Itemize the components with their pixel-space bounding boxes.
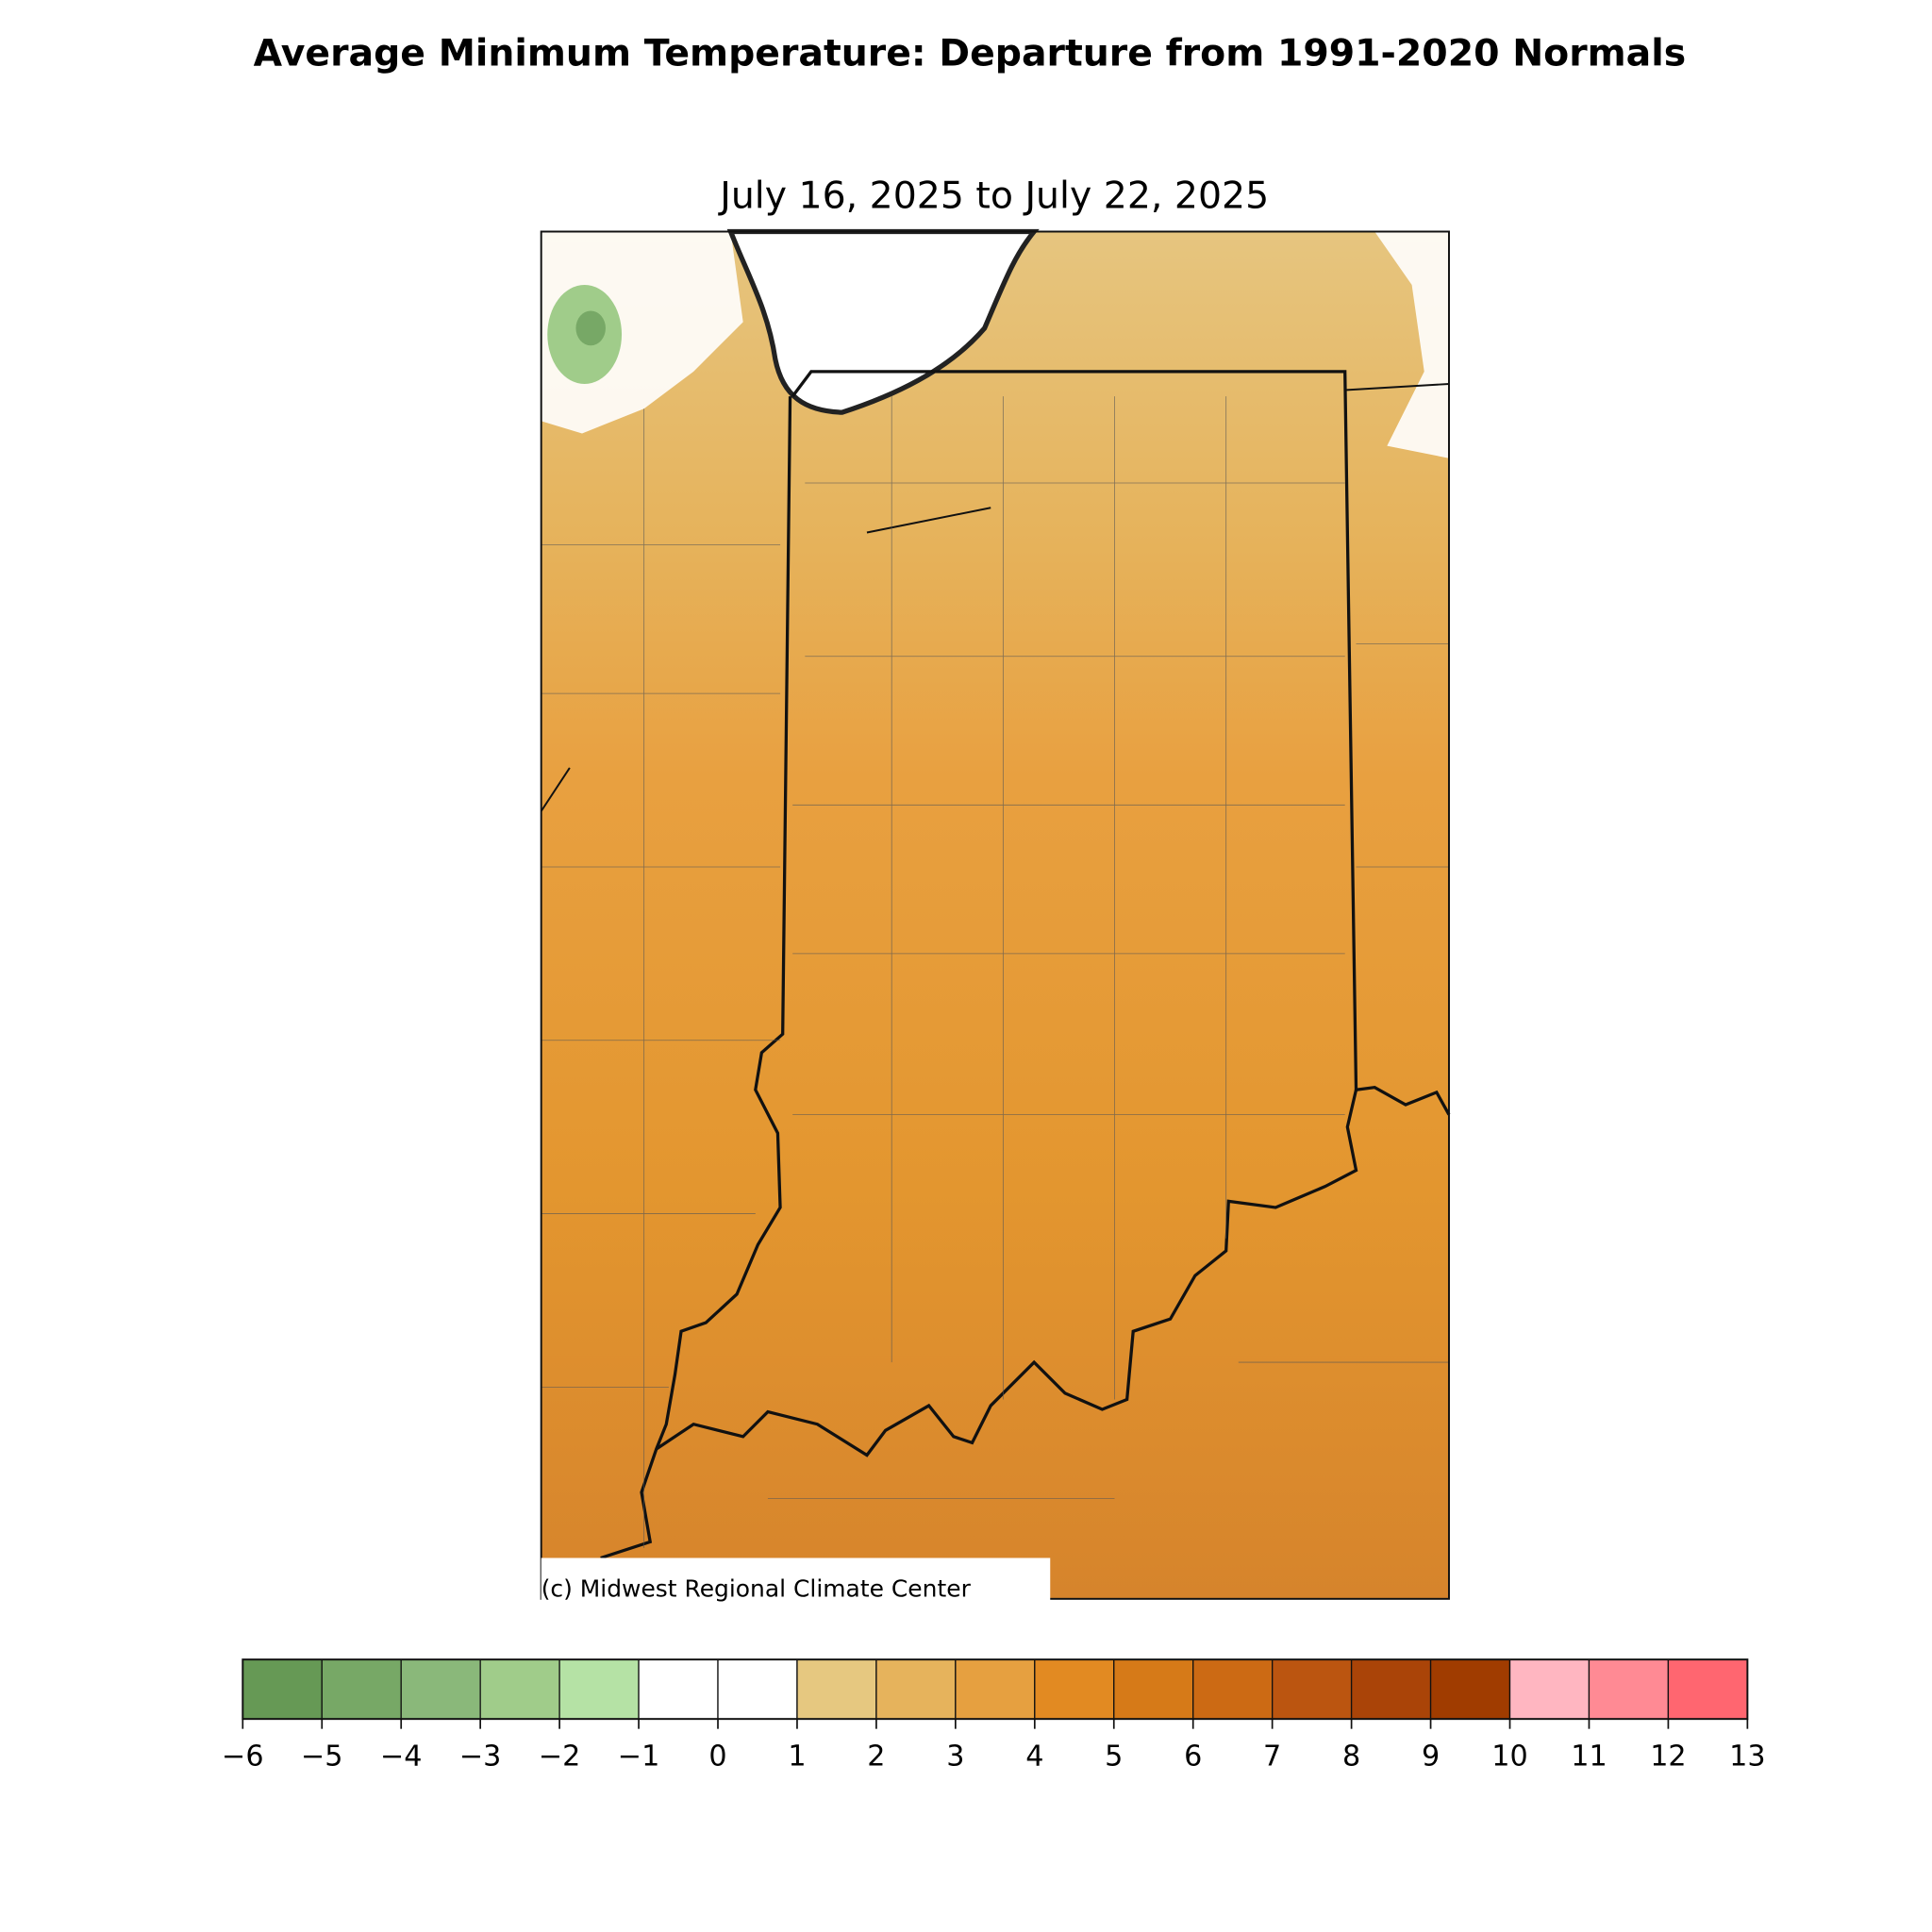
color-bin	[717, 1658, 798, 1720]
tick-label: 13	[1729, 1740, 1765, 1773]
temperature-field	[541, 231, 1449, 1599]
color-bin	[796, 1658, 877, 1720]
tick-label: −1	[618, 1740, 660, 1773]
map: (c) Midwest Regional Climate Center	[540, 228, 1451, 1603]
state-border	[600, 396, 792, 1560]
color-bin	[1588, 1658, 1670, 1720]
tick-label: 1	[788, 1740, 806, 1773]
county-lines	[541, 396, 1449, 1549]
subtitle: July 16, 2025 to July 22, 2025	[717, 175, 1269, 218]
color-bin	[558, 1658, 640, 1720]
figure: Average Minimum Temperature: Departure f…	[222, 32, 1766, 1774]
tick-label: 12	[1650, 1740, 1686, 1773]
credit-box	[541, 1557, 1051, 1601]
color-bin	[955, 1658, 1036, 1720]
tick-label: −2	[539, 1740, 581, 1773]
color-bin	[1429, 1658, 1511, 1720]
color-bin	[638, 1658, 719, 1720]
color-bin	[242, 1658, 323, 1720]
color-bin	[1667, 1658, 1749, 1720]
state-border	[540, 382, 1450, 812]
color-bin	[1350, 1658, 1432, 1720]
colorbar: −6 −5 −4 −3 −2 −1 0 1 2 3 4 5 6 7 8 9 10 11 12 13	[222, 1658, 1766, 1773]
tick-label: 4	[1025, 1740, 1043, 1773]
color-bin	[479, 1658, 560, 1720]
state-border	[655, 1089, 1358, 1457]
tick-label: −4	[380, 1740, 423, 1773]
tick-label: −6	[222, 1740, 264, 1773]
color-bin	[1192, 1658, 1274, 1720]
colorbar-frame	[242, 1658, 1749, 1721]
tick-label: 10	[1491, 1740, 1527, 1773]
cool-core	[575, 310, 606, 346]
title: Average Minimum Temperature: Departure f…	[254, 32, 1686, 75]
tick-label: 5	[1105, 1740, 1123, 1773]
color-bin	[400, 1658, 481, 1720]
tick-label: 6	[1184, 1740, 1202, 1773]
tick-label: −5	[301, 1740, 343, 1773]
near-normal-area	[1374, 231, 1449, 458]
tick-label: 3	[946, 1740, 964, 1773]
color-bin	[1272, 1658, 1353, 1720]
tick-label: 0	[708, 1740, 726, 1773]
credit: (c) Midwest Regional Climate Center	[541, 1575, 972, 1603]
color-bin	[875, 1658, 957, 1720]
color-bin	[321, 1658, 402, 1720]
tick-label: 7	[1263, 1740, 1281, 1773]
color-bin	[1508, 1658, 1591, 1720]
tick-label: −3	[459, 1740, 502, 1773]
tick-label: 8	[1342, 1740, 1360, 1773]
lake-michigan	[726, 228, 1040, 415]
tick-label: 9	[1422, 1740, 1440, 1773]
tick-label: 2	[867, 1740, 885, 1773]
color-bin	[1034, 1658, 1115, 1720]
color-bin	[1113, 1658, 1194, 1720]
tick-label: 11	[1571, 1740, 1607, 1773]
state-border	[791, 370, 1451, 1116]
